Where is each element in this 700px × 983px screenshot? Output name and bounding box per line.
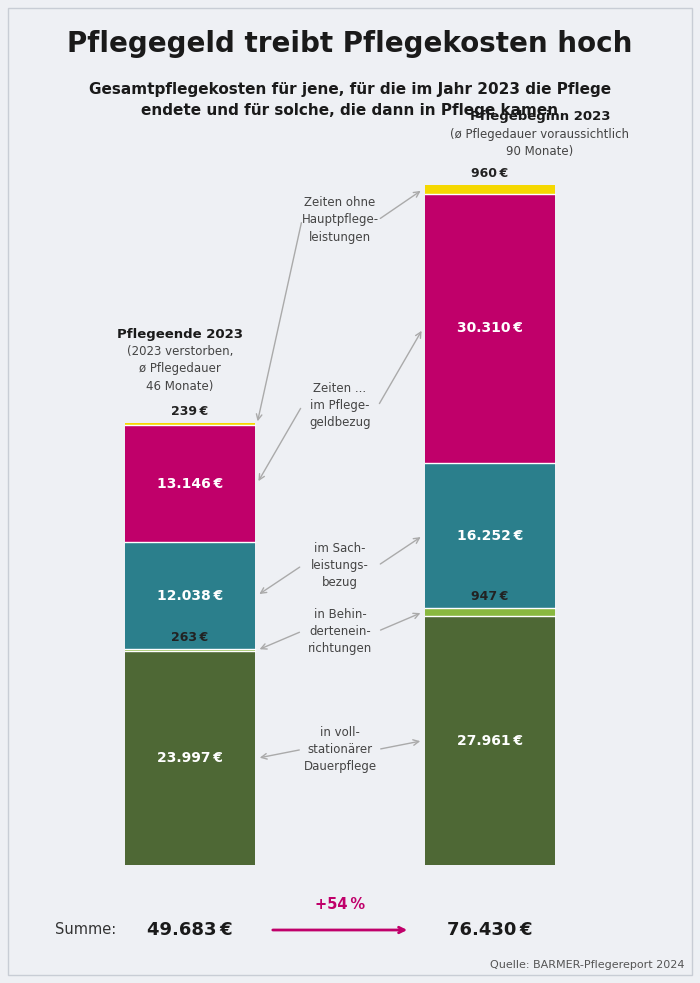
Text: 12.038 €: 12.038 €	[157, 589, 223, 603]
Bar	[125, 542, 255, 649]
Text: (2023 verstorben,
ø Pflegedauer
46 Monate): (2023 verstorben, ø Pflegedauer 46 Monat…	[127, 345, 233, 393]
Text: (ø Pflegedauer voraussichtlich
90 Monate): (ø Pflegedauer voraussichtlich 90 Monate…	[451, 128, 629, 158]
Text: Gesamtpflegekosten für jene, für die im Jahr 2023 die Pflege
endete und für solc: Gesamtpflegekosten für jene, für die im …	[89, 82, 611, 118]
Text: Pflegebeginn 2023: Pflegebeginn 2023	[470, 110, 610, 123]
Text: im Sach-
leistungs-
bezug: im Sach- leistungs- bezug	[311, 542, 369, 589]
Bar	[425, 607, 555, 616]
Text: 16.252 €: 16.252 €	[457, 529, 523, 543]
Text: 30.310 €: 30.310 €	[457, 321, 523, 335]
Text: Summe:: Summe:	[55, 922, 116, 938]
Text: 49.683 €: 49.683 €	[147, 921, 233, 939]
Bar	[425, 194, 555, 463]
Text: in voll-
stationärer
Dauerpflege: in voll- stationärer Dauerpflege	[303, 725, 377, 773]
Text: Zeiten ohne
Hauptpflege-
leistungen: Zeiten ohne Hauptpflege- leistungen	[302, 197, 379, 244]
Bar	[125, 423, 255, 425]
Text: 947 €: 947 €	[471, 590, 509, 603]
Text: 23.997 €: 23.997 €	[157, 751, 223, 765]
Text: 76.430 €: 76.430 €	[447, 921, 533, 939]
Text: +54 %: +54 %	[315, 897, 365, 912]
Text: 239 €: 239 €	[172, 405, 209, 418]
Text: 27.961 €: 27.961 €	[457, 733, 523, 748]
Bar	[425, 463, 555, 607]
Text: Pflegegeld treibt Pflegekosten hoch: Pflegegeld treibt Pflegekosten hoch	[67, 30, 633, 58]
Bar	[425, 616, 555, 865]
Text: in Behin-
dertenein-
richtungen: in Behin- dertenein- richtungen	[308, 607, 372, 655]
Bar	[125, 652, 255, 865]
Text: 13.146 €: 13.146 €	[157, 477, 223, 491]
Text: Zeiten ...
im Pflege-
geldbezug: Zeiten ... im Pflege- geldbezug	[309, 382, 371, 430]
Text: Pflegeende 2023: Pflegeende 2023	[117, 328, 243, 341]
Bar	[125, 425, 255, 542]
Text: 263 €: 263 €	[172, 631, 209, 644]
Text: 960 €: 960 €	[471, 167, 509, 180]
Text: Quelle: BARMER-Pflegereport 2024: Quelle: BARMER-Pflegereport 2024	[491, 960, 685, 970]
Bar	[425, 185, 555, 194]
Bar	[125, 649, 255, 652]
